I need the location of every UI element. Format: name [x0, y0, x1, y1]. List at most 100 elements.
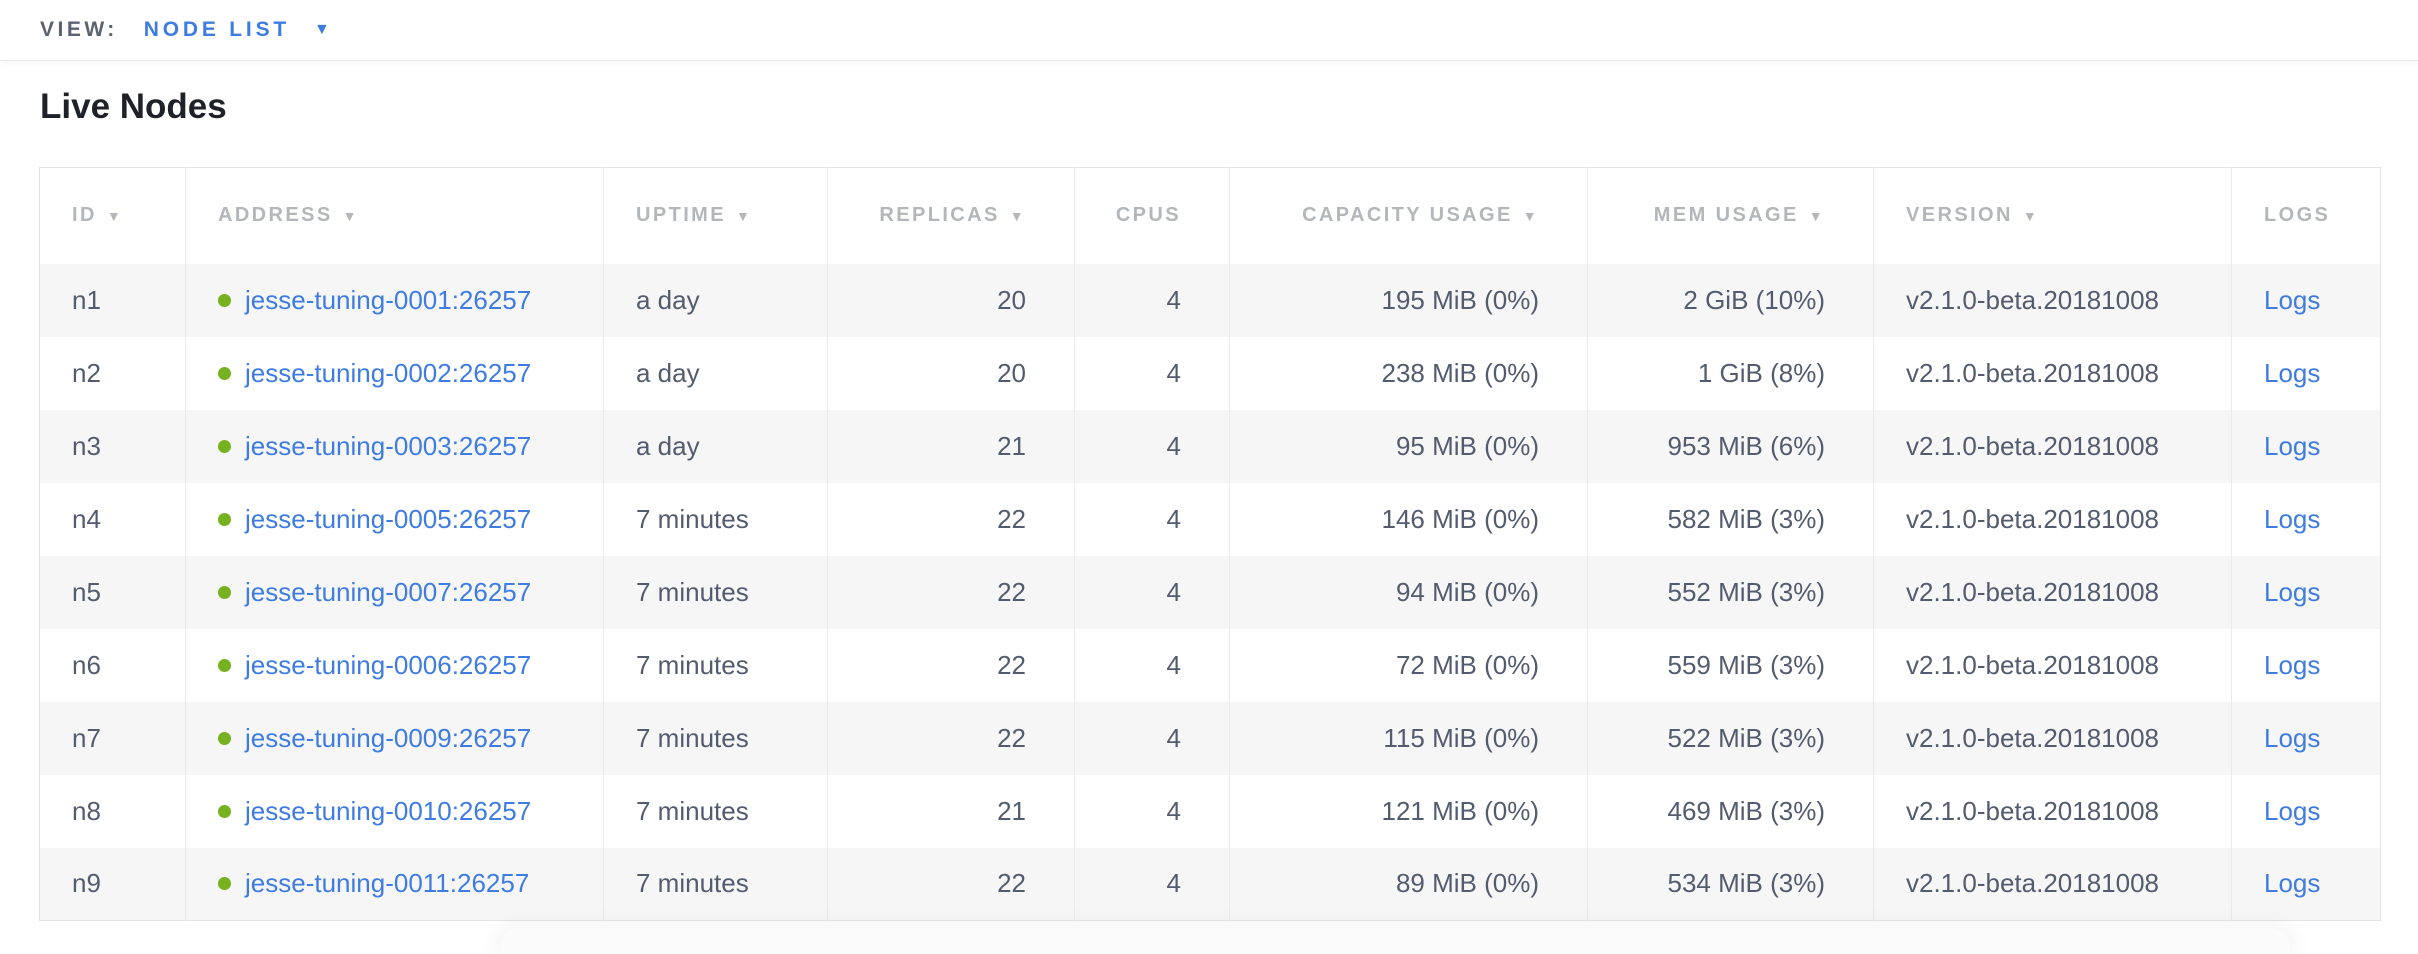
logs-link[interactable]: Logs — [2264, 357, 2321, 388]
node-status-dot — [218, 585, 231, 599]
node-row: n8 jesse-tuning-0010:26257 7 minutes 21 4 121… — [39, 774, 2381, 848]
node-id-cell: n4 — [39, 482, 186, 556]
node-capacity_usage-cell: 94 MiB (0%) — [1229, 555, 1588, 629]
column-header-label: MEM USAGE — [1653, 204, 1799, 227]
node-status-dot — [218, 804, 231, 818]
node-row: n5 jesse-tuning-0007:26257 7 minutes 22 4 94 … — [39, 555, 2381, 629]
node-address-cell: jesse-tuning-0006:26257 — [185, 628, 604, 702]
node-logs-cell: Logs — [2232, 264, 2381, 337]
node-mem_usage-cell: 1 GiB (8%) — [1587, 336, 1874, 410]
node-address-cell: jesse-tuning-0002:26257 — [185, 336, 604, 410]
node-address-cell: jesse-tuning-0003:26257 — [185, 409, 604, 483]
live-nodes-table: ID ▼ ADDRESS ▼ UPTIME ▼ REPLICAS ▼ CPUS CAPACITY … — [39, 167, 2381, 921]
column-header-logs: LOGS — [2232, 168, 2381, 264]
view-bar: VIEW: NODE LIST ▼ — [0, 0, 2418, 61]
node-address-link[interactable]: jesse-tuning-0007:26257 — [245, 576, 532, 607]
sort-descending-icon: ▼ — [1522, 208, 1539, 225]
node-capacity_usage-cell: 72 MiB (0%) — [1229, 628, 1588, 702]
column-header-replicas[interactable]: REPLICAS ▼ — [827, 167, 1075, 264]
column-header-mem_usage[interactable]: MEM USAGE ▼ — [1587, 167, 1874, 264]
node-address-link[interactable]: jesse-tuning-0001:26257 — [245, 284, 532, 315]
node-status-dot — [218, 877, 231, 891]
logs-link[interactable]: Logs — [2264, 722, 2321, 753]
node-address-cell: jesse-tuning-0010:26257 — [185, 774, 604, 848]
sort-descending-icon: ▼ — [1808, 208, 1825, 225]
node-version-cell: v2.1.0-beta.20181008 — [1873, 701, 2232, 775]
node-cpus-cell: 4 — [1074, 482, 1230, 556]
node-version-cell: v2.1.0-beta.20181008 — [1873, 774, 2232, 848]
node-address-link[interactable]: jesse-tuning-0009:26257 — [245, 722, 532, 753]
column-header-uptime[interactable]: UPTIME ▼ — [603, 167, 828, 264]
node-mem_usage-cell: 559 MiB (3%) — [1587, 628, 1874, 702]
node-address-link[interactable]: jesse-tuning-0010:26257 — [245, 795, 532, 826]
column-header-id[interactable]: ID ▼ — [39, 167, 186, 264]
column-header-capacity_usage[interactable]: CAPACITY USAGE ▼ — [1229, 167, 1588, 264]
logs-link[interactable]: Logs — [2264, 795, 2321, 826]
node-uptime-cell: 7 minutes — [603, 482, 828, 556]
node-capacity_usage-cell: 95 MiB (0%) — [1229, 409, 1588, 483]
sort-descending-icon: ▼ — [735, 208, 753, 225]
node-cpus-cell: 4 — [1074, 701, 1230, 775]
column-header-label: ID — [72, 204, 97, 227]
node-uptime-cell: a day — [603, 336, 828, 410]
logs-link[interactable]: Logs — [2264, 284, 2321, 315]
node-capacity_usage-cell: 146 MiB (0%) — [1229, 482, 1588, 556]
node-cpus-cell: 4 — [1074, 847, 1230, 921]
table-header-row: ID ▼ ADDRESS ▼ UPTIME ▼ REPLICAS ▼ CPUS CAPACITY … — [39, 167, 2381, 264]
node-version-cell: v2.1.0-beta.20181008 — [1873, 263, 2232, 337]
node-cpus-cell: 4 — [1074, 628, 1230, 702]
node-address-link[interactable]: jesse-tuning-0005:26257 — [245, 503, 532, 534]
node-logs-cell: Logs — [2232, 629, 2381, 702]
column-header-label: CAPACITY USAGE — [1302, 204, 1513, 227]
logs-link[interactable]: Logs — [2264, 868, 2321, 899]
node-status-dot — [218, 512, 231, 526]
node-id-cell: n3 — [39, 409, 186, 483]
node-address-cell: jesse-tuning-0009:26257 — [185, 701, 604, 775]
column-header-label: ADDRESS — [218, 204, 333, 227]
node-version-cell: v2.1.0-beta.20181008 — [1873, 409, 2232, 483]
column-header-label: REPLICAS — [879, 204, 1000, 227]
node-address-cell: jesse-tuning-0001:26257 — [185, 263, 604, 337]
node-uptime-cell: 7 minutes — [603, 628, 828, 702]
node-logs-cell: Logs — [2232, 775, 2381, 848]
node-logs-cell: Logs — [2232, 848, 2381, 921]
node-uptime-cell: 7 minutes — [603, 847, 828, 921]
live-nodes-table-container: ID ▼ ADDRESS ▼ UPTIME ▼ REPLICAS ▼ CPUS CAPACITY … — [39, 167, 2381, 921]
node-version-cell: v2.1.0-beta.20181008 — [1873, 628, 2232, 702]
logs-link[interactable]: Logs — [2264, 430, 2321, 461]
node-replicas-cell: 22 — [827, 482, 1075, 556]
node-cpus-cell: 4 — [1074, 336, 1230, 410]
node-address-link[interactable]: jesse-tuning-0002:26257 — [245, 357, 532, 388]
node-status-dot — [218, 439, 231, 453]
column-header-version[interactable]: VERSION ▼ — [1873, 167, 2232, 264]
node-cpus-cell: 4 — [1074, 555, 1230, 629]
column-header-address[interactable]: ADDRESS ▼ — [185, 167, 604, 264]
node-id-cell: n6 — [39, 628, 186, 702]
column-header-cpus: CPUS — [1074, 167, 1230, 264]
node-address-link[interactable]: jesse-tuning-0006:26257 — [245, 649, 532, 680]
node-capacity_usage-cell: 195 MiB (0%) — [1229, 263, 1588, 337]
node-uptime-cell: 7 minutes — [603, 774, 828, 848]
node-mem_usage-cell: 522 MiB (3%) — [1587, 701, 1874, 775]
node-capacity_usage-cell: 121 MiB (0%) — [1229, 774, 1588, 848]
column-header-label: UPTIME — [636, 204, 726, 227]
logs-link[interactable]: Logs — [2264, 503, 2321, 534]
node-row: n9 jesse-tuning-0011:26257 7 minutes 22 4 89 … — [39, 847, 2381, 921]
node-row: n2 jesse-tuning-0002:26257 a day 20 4 238 MiB… — [39, 336, 2381, 410]
node-mem_usage-cell: 469 MiB (3%) — [1587, 774, 1874, 848]
logs-link[interactable]: Logs — [2264, 649, 2321, 680]
node-capacity_usage-cell: 238 MiB (0%) — [1229, 336, 1588, 410]
node-address-link[interactable]: jesse-tuning-0003:26257 — [245, 430, 532, 461]
node-capacity_usage-cell: 115 MiB (0%) — [1229, 701, 1588, 775]
node-logs-cell: Logs — [2232, 483, 2381, 556]
node-mem_usage-cell: 582 MiB (3%) — [1587, 482, 1874, 556]
node-id-cell: n2 — [39, 336, 186, 410]
node-uptime-cell: 7 minutes — [603, 555, 828, 629]
node-cpus-cell: 4 — [1074, 409, 1230, 483]
sort-descending-icon: ▼ — [2022, 208, 2040, 225]
node-mem_usage-cell: 2 GiB (10%) — [1587, 263, 1874, 337]
next-card-top-edge — [500, 928, 2290, 954]
node-address-link[interactable]: jesse-tuning-0011:26257 — [245, 868, 530, 899]
view-selector-dropdown[interactable]: NODE LIST ▼ — [144, 18, 330, 42]
logs-link[interactable]: Logs — [2264, 576, 2321, 607]
